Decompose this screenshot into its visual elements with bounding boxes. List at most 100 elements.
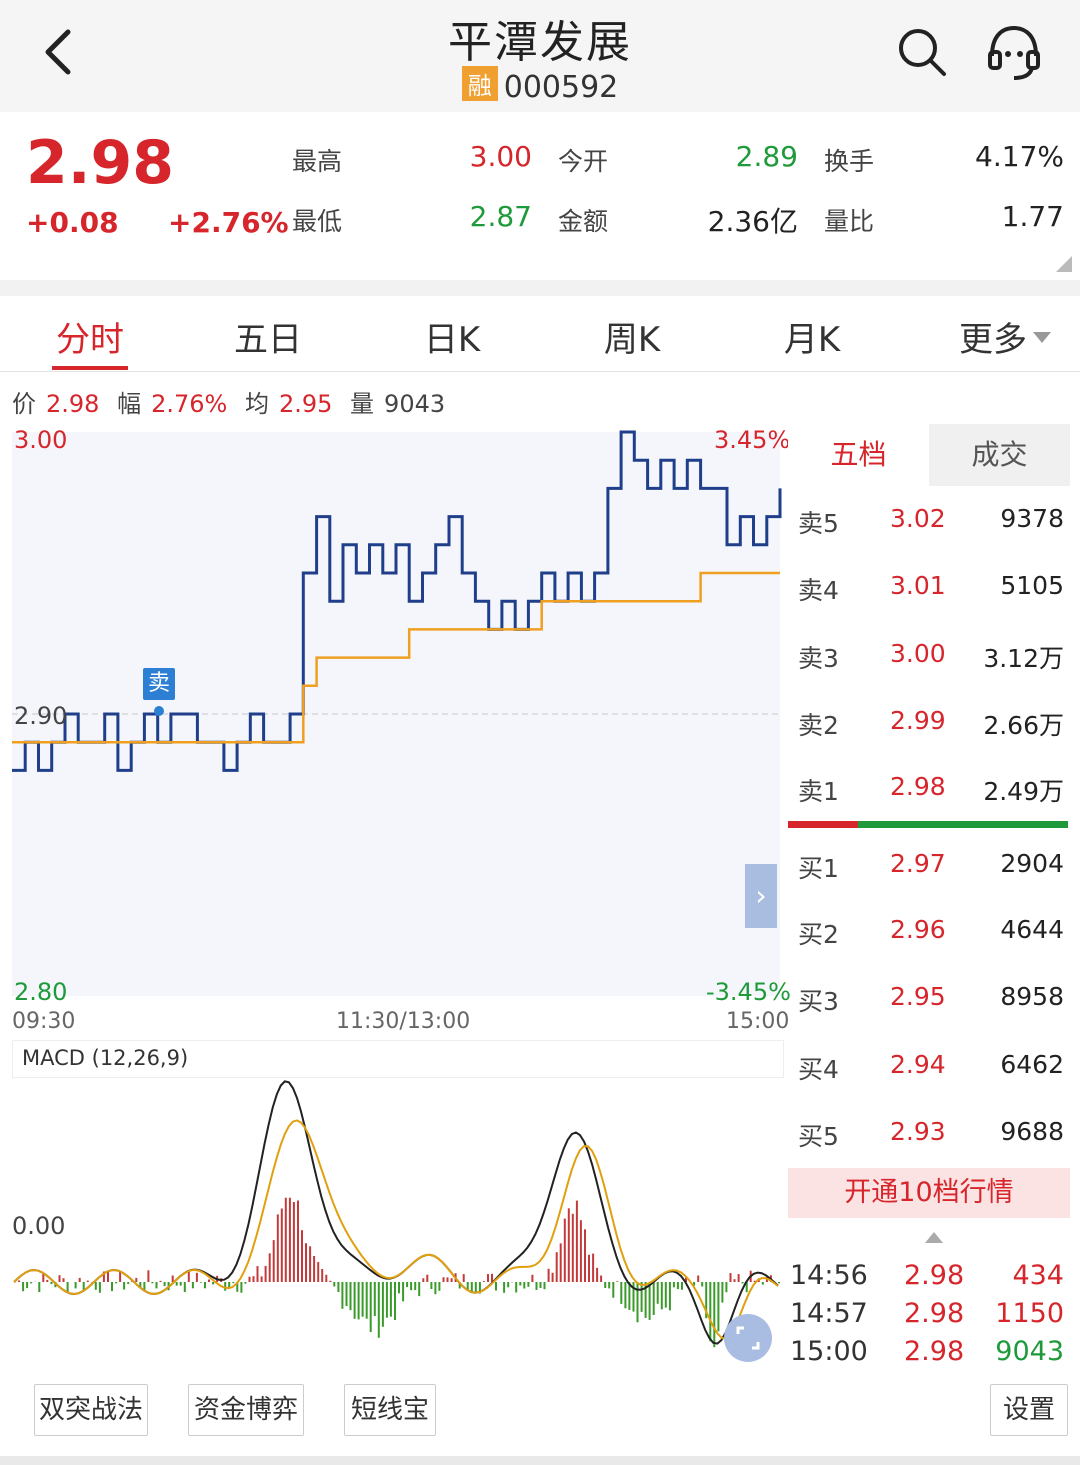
macd-histogram-bar	[381, 1282, 384, 1327]
macd-histogram-bar	[66, 1282, 69, 1293]
quote-value-low: 2.87	[469, 200, 532, 233]
ask-level-label: 卖4	[798, 576, 839, 605]
bid-level-label: 买3	[798, 987, 839, 1016]
macd-histogram-bar	[608, 1282, 611, 1289]
macd-histogram-bar	[705, 1282, 708, 1319]
macd-histogram-bar	[252, 1276, 255, 1282]
trade-row: 14:56 2.98 434	[790, 1260, 1070, 1296]
ask-price: 2.99	[890, 706, 946, 735]
ask-price: 3.02	[890, 504, 946, 533]
macd-histogram-bar	[82, 1282, 85, 1291]
divider	[0, 280, 1080, 296]
macd-histogram-bar	[365, 1282, 368, 1319]
macd-histogram-bar	[430, 1282, 433, 1289]
macd-histogram-bar	[377, 1282, 380, 1338]
quote-value-turnover: 4.17%	[975, 140, 1064, 173]
macd-histogram-bar	[507, 1282, 510, 1288]
macd-histogram-bar	[559, 1243, 562, 1282]
macd-histogram-bar	[442, 1277, 445, 1282]
ask-row[interactable]: 卖1 2.98 2.49万	[798, 768, 1068, 808]
stock-code: 000592	[503, 70, 619, 105]
quote-panel[interactable]: 2.98 +0.08 +2.76% 最高 3.00 今开 2.89 换手 4.1…	[0, 112, 1080, 280]
quote-value-volume-ratio: 1.77	[1001, 200, 1064, 233]
x-axis-start-label: 09:30	[12, 1009, 76, 1034]
macd-histogram-bar	[644, 1282, 647, 1318]
strategy-button-3[interactable]: 短线宝	[344, 1384, 436, 1436]
fullscreen-icon[interactable]	[724, 1314, 772, 1362]
scroll-up-icon[interactable]	[925, 1232, 943, 1243]
stock-name: 平潭发展	[448, 17, 632, 68]
bottom-edge	[0, 1456, 1080, 1465]
macd-histogram-bar	[676, 1282, 679, 1290]
macd-histogram-bar	[462, 1274, 465, 1282]
bid-row[interactable]: 买2 2.96 4644	[798, 911, 1068, 951]
macd-histogram-bar	[123, 1282, 126, 1290]
macd-histogram-bar	[563, 1218, 566, 1282]
tab-more-label: 更多	[959, 320, 1027, 360]
ask-row[interactable]: 卖3 3.00 3.12万	[798, 635, 1068, 675]
ask-row[interactable]: 卖2 2.99 2.66万	[798, 702, 1068, 742]
search-icon[interactable]	[896, 26, 948, 78]
macd-chart[interactable]	[0, 1074, 790, 1374]
macd-histogram-bar	[753, 1280, 756, 1282]
macd-zero-label: 0.00	[12, 1212, 66, 1240]
macd-histogram-bar	[584, 1229, 586, 1282]
bid-row[interactable]: 买3 2.95 8958	[798, 978, 1068, 1018]
expand-corner-icon[interactable]	[1056, 256, 1072, 272]
strategy-button-2[interactable]: 资金博弈	[188, 1384, 304, 1436]
macd-histogram-bar	[588, 1254, 590, 1282]
bid-row[interactable]: 买4 2.94 6462	[798, 1046, 1068, 1086]
bid-level-label: 买4	[798, 1055, 839, 1084]
bid-volume: 6462	[1000, 1050, 1064, 1079]
tab-more[interactable]: 更多	[940, 312, 1070, 361]
trade-row: 14:57 2.98 1150	[790, 1298, 1070, 1334]
ask-row[interactable]: 卖4 3.01 5105	[798, 567, 1068, 607]
tab-monthly-k[interactable]: 月K	[783, 320, 841, 360]
macd-histogram-bar	[495, 1282, 497, 1291]
bid-strength-bar	[858, 821, 1068, 828]
info-price-label: 价	[12, 390, 36, 418]
macd-histogram-bar	[470, 1282, 473, 1294]
strategy-button-1[interactable]: 双突战法	[34, 1384, 148, 1436]
macd-histogram-bar	[385, 1282, 388, 1318]
macd-histogram-bar	[717, 1282, 720, 1332]
macd-histogram-bar	[523, 1282, 526, 1289]
tab-intraday[interactable]: 分时	[56, 320, 124, 360]
macd-histogram-bar	[62, 1278, 65, 1282]
y-axis-top-label: 3.00	[14, 426, 68, 454]
macd-histogram-bar	[199, 1282, 202, 1283]
sell-signal-badge[interactable]: 卖	[143, 668, 175, 700]
bid-level-label: 买1	[798, 854, 839, 883]
trade-price: 2.98	[904, 1336, 965, 1367]
macd-histogram-bar	[600, 1275, 603, 1282]
macd-histogram-bar	[701, 1282, 704, 1287]
macd-header[interactable]	[12, 1040, 784, 1078]
macd-histogram-bar	[317, 1262, 320, 1282]
macd-histogram-bar	[357, 1282, 360, 1320]
open-10-levels-button[interactable]: 开通10档行情	[788, 1168, 1070, 1218]
tab-five-day[interactable]: 五日	[234, 320, 302, 360]
back-arrow-icon[interactable]	[36, 24, 86, 80]
customer-service-icon[interactable]	[982, 20, 1046, 84]
tab-weekly-k[interactable]: 周K	[603, 320, 661, 360]
intraday-chart[interactable]	[0, 420, 790, 1010]
bid-row[interactable]: 买1 2.97 2904	[798, 845, 1068, 885]
macd-histogram-bar	[179, 1282, 182, 1286]
macd-histogram-bar	[163, 1282, 166, 1287]
ask-volume: 9378	[1000, 504, 1064, 533]
settings-button[interactable]: 设置	[990, 1384, 1068, 1436]
tab-five-levels[interactable]: 五档	[788, 424, 929, 486]
chevron-right-icon[interactable]: ›	[745, 864, 777, 928]
bid-price: 2.97	[890, 849, 946, 878]
tab-daily-k[interactable]: 日K	[423, 320, 481, 360]
ask-volume: 2.49万	[983, 777, 1064, 806]
bid-row[interactable]: 买5 2.93 9688	[798, 1113, 1068, 1153]
macd-histogram-bar	[672, 1282, 675, 1288]
macd-histogram-bar	[478, 1282, 481, 1294]
macd-histogram-bar	[127, 1282, 130, 1284]
tab-trades[interactable]: 成交	[929, 424, 1070, 486]
macd-histogram-bar	[349, 1282, 352, 1311]
macd-histogram-bar	[713, 1282, 716, 1348]
fullscreen-arrows-icon	[736, 1326, 760, 1350]
ask-row[interactable]: 卖5 3.02 9378	[798, 500, 1068, 540]
